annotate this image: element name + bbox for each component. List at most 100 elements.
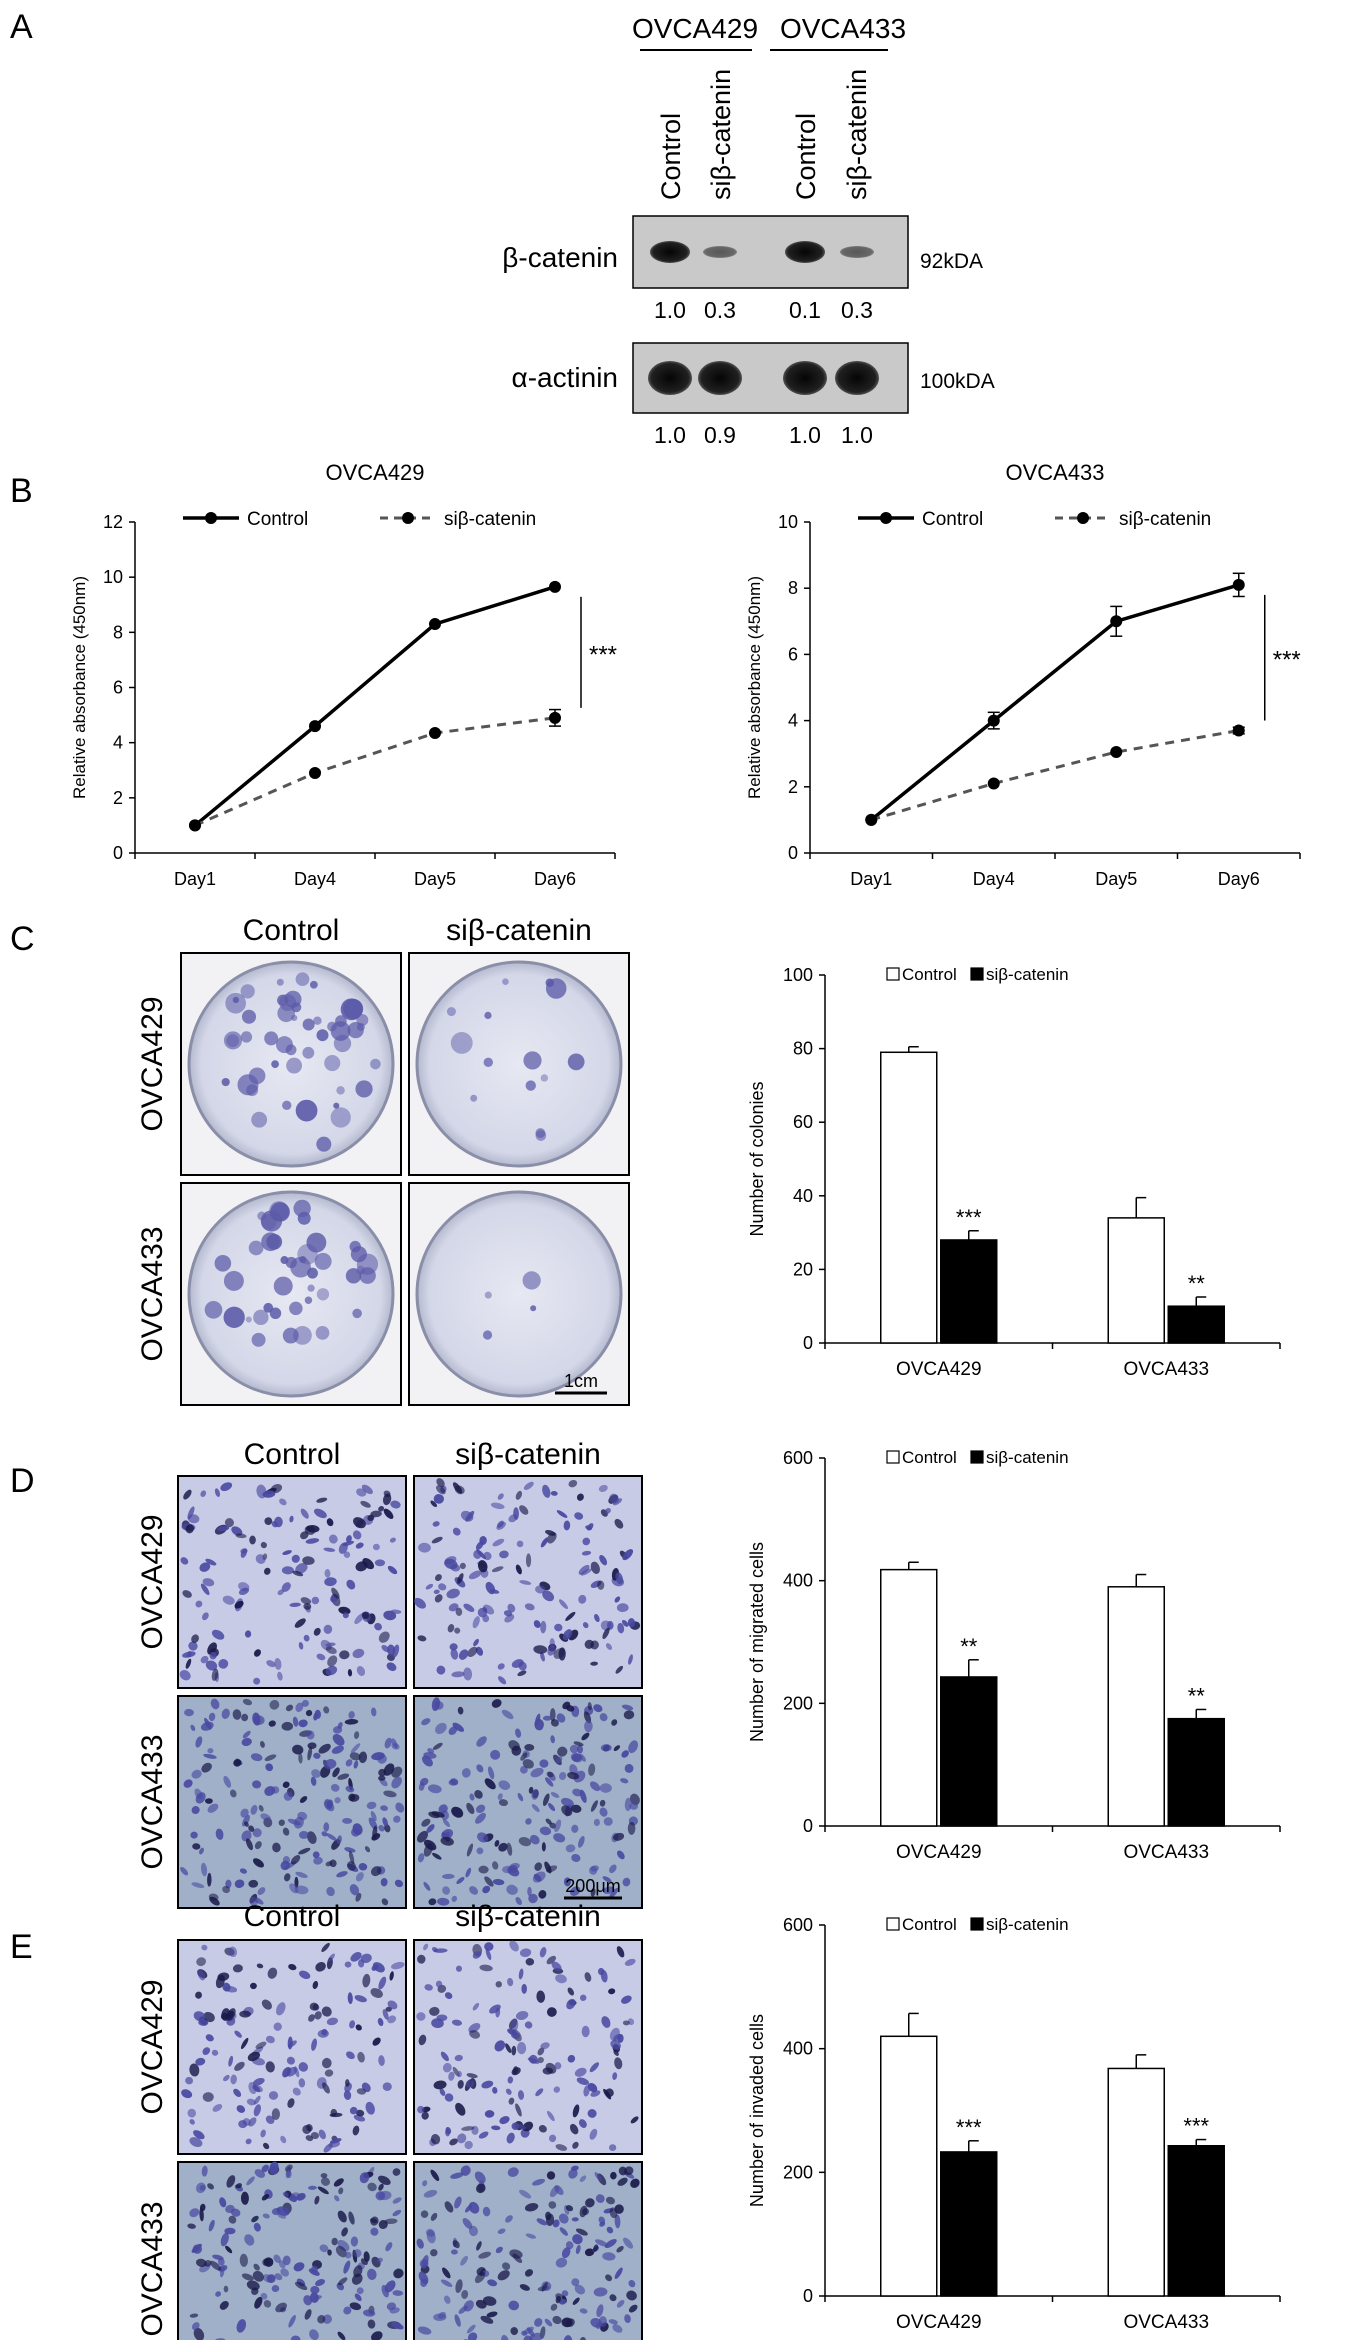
stained-cell [375,2191,386,2201]
y-tick-label: 0 [803,2286,813,2306]
stained-cell [520,1752,528,1761]
stained-cell [584,1972,592,1982]
stained-cell [381,1898,389,1906]
stained-cell [323,1547,336,1552]
data-point [549,580,561,593]
stained-cell [356,2287,364,2295]
stained-cell [303,1634,310,1642]
stained-cell [350,1743,361,1754]
stained-cell [370,2227,379,2236]
stained-cell [587,2109,597,2118]
stained-cell [553,1648,565,1659]
data-point [1110,615,1123,628]
stained-cell [268,1720,276,1727]
stained-cell [370,1810,377,1822]
stained-cell [432,1742,443,1750]
stained-cell [253,2104,261,2117]
stained-cell [324,1577,337,1587]
stained-cell [295,1871,308,1879]
colony [225,992,247,1014]
stained-cell [617,1622,625,1634]
colony [293,1199,311,1218]
stained-cell [494,1840,500,1847]
stained-cell [223,2074,230,2082]
stained-cell [430,1500,438,1508]
stained-cell [461,2126,475,2131]
stained-cell [550,1491,558,1496]
stained-cell [362,1973,371,1988]
stained-cell [337,1773,350,1780]
stained-cell [492,2086,498,2094]
stained-cell [440,1836,454,1846]
stained-cell [238,2120,248,2129]
colony [276,978,284,986]
stained-cell [302,1556,315,1565]
column-label: Control [244,1438,341,1471]
colony [264,1031,279,1046]
stained-cell [562,1629,573,1641]
stained-cell [320,2177,331,2186]
stained-cell [454,1485,465,1495]
stained-cell [426,2230,436,2244]
data-point [309,767,321,780]
stained-cell [208,1712,216,1722]
stained-cell [561,1805,573,1816]
stained-cell [383,1610,397,1621]
stained-cell [459,1562,466,1570]
stained-cell [548,2201,557,2209]
y-tick-label: 600 [783,1448,813,1468]
x-tick-label: Day5 [414,869,456,889]
stained-cell [364,1846,371,1853]
stained-cell [382,2082,392,2092]
stained-cell [338,1542,348,1554]
stained-cell [541,1842,546,1852]
stained-cell [288,1963,297,1971]
stained-cell [568,2168,578,2179]
stained-cell [418,1542,431,1553]
x-tick-label: Day6 [534,869,576,889]
y-axis-label: Number of migrated cells [747,1542,767,1742]
stained-cell [211,1668,219,1681]
stained-cell [454,2196,462,2209]
stained-cell [499,2116,510,2125]
stained-cell [487,2279,498,2287]
stained-cell [515,2103,522,2117]
stained-cell [192,1843,201,1850]
y-tick-label: 2 [788,777,798,797]
stained-cell [578,2119,587,2128]
stained-cell [253,1677,261,1685]
stained-cell [502,2262,511,2271]
bar-control [1107,1586,1165,1827]
stained-cell [546,2171,556,2180]
stained-cell [575,2244,581,2255]
stained-cell [196,1957,206,1967]
stained-cell [378,1775,386,1781]
stained-cell [565,2318,575,2327]
colony [540,1074,549,1082]
stained-cell [433,1494,444,1504]
stained-cell [590,1561,600,1574]
stained-cell [515,1490,523,1500]
stained-cell [295,1563,308,1574]
stained-cell [506,2132,515,2144]
stained-cell [553,2086,561,2093]
stained-cell [356,1666,366,1676]
stained-cell [201,2165,208,2177]
stained-cell [324,1798,333,1810]
stained-cell [254,1841,262,1850]
stained-cell [301,1699,309,1707]
stained-cell [445,1831,450,1838]
stained-cell [285,1704,294,1712]
stained-cell [583,1711,592,1724]
stained-cell [298,1641,304,1650]
colony [309,980,318,989]
stained-cell [610,2040,621,2050]
colony [273,1276,293,1296]
stained-cell [220,1482,233,1492]
blot-band [835,361,879,395]
stained-cell [626,2290,637,2301]
stained-cell [602,1876,612,1883]
stained-cell [587,2082,598,2093]
colony [316,1136,332,1152]
stained-cell [528,1893,538,1904]
